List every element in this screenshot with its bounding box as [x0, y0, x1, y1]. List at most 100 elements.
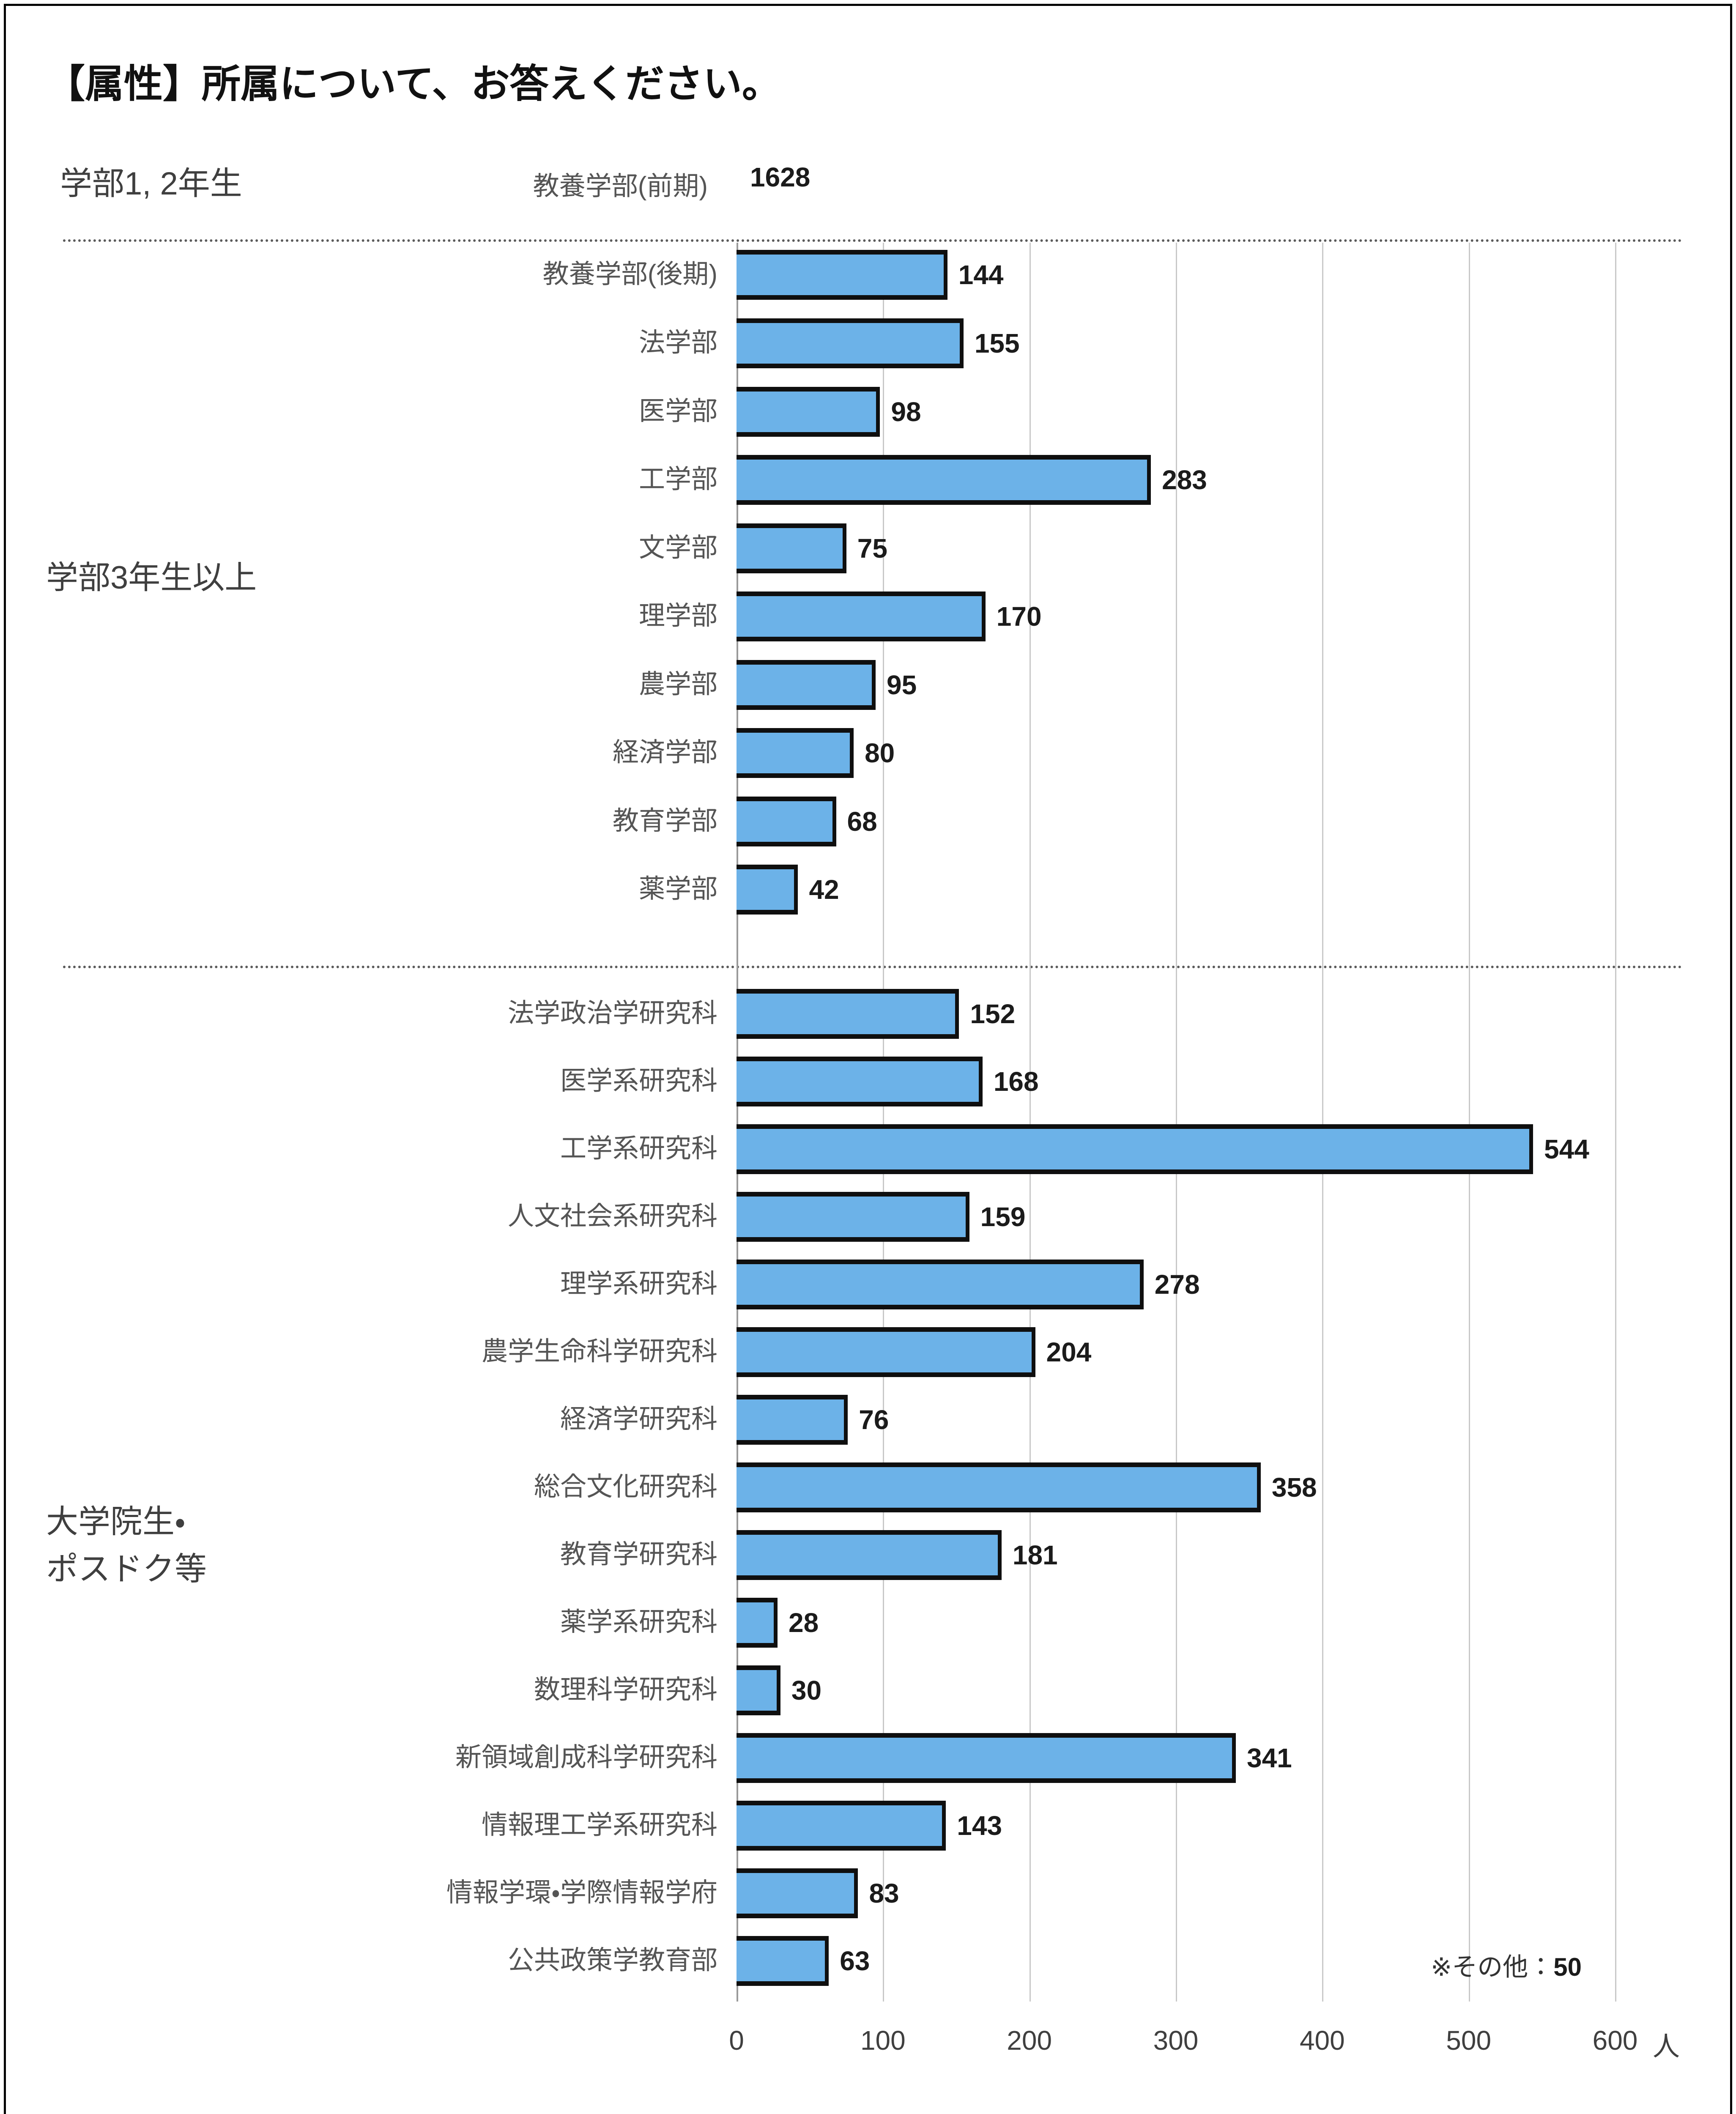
bar [737, 1395, 848, 1445]
bar-value-label: 98 [891, 397, 921, 427]
group-label-undergrad-1-2: 学部1, 2年生 [60, 166, 242, 202]
other-note: ※その他：50 [1431, 1947, 1582, 1983]
bar [737, 865, 798, 915]
bar [737, 455, 1151, 505]
bar [737, 387, 880, 437]
bar-value-label: 83 [869, 1878, 899, 1909]
x-tick-400: 400 [1299, 2025, 1345, 2056]
bar [737, 1327, 1035, 1377]
bar-value-label: 68 [847, 806, 877, 837]
bar [737, 797, 836, 846]
bar [737, 1868, 858, 1918]
bar-value-label: 204 [1046, 1337, 1092, 1367]
bar [737, 1733, 1236, 1783]
category-label: 医学部 [638, 397, 717, 426]
bar-value-label: 63 [840, 1946, 870, 1976]
bar-value-label: 95 [887, 670, 917, 700]
bar [737, 728, 854, 778]
x-tick-200: 200 [1007, 2025, 1052, 2056]
category-label: 工学系研究科 [560, 1134, 717, 1163]
bar-value-label: 30 [791, 1675, 822, 1706]
x-axis: 0 100 200 300 400 500 600 [6, 2025, 1730, 2071]
category-label: 公共政策学教育部 [507, 1946, 717, 1975]
category-label: 教養学部(後期) [542, 260, 717, 289]
category-label: 理学系研究科 [560, 1269, 717, 1298]
bar [737, 591, 986, 641]
chart-frame: 【属性】所属について、お答えください。 学部1, 2年生 教養学部(前期) 16… [4, 4, 1732, 2114]
x-tick-0: 0 [729, 2025, 744, 2056]
other-note-value: 50 [1553, 1953, 1582, 1981]
section-divider-bottom [63, 966, 1682, 968]
bar-value-label: 76 [859, 1405, 889, 1435]
category-label: 文学部 [638, 533, 717, 562]
bar-value-label: 143 [957, 1810, 1002, 1841]
x-tick-300: 300 [1153, 2025, 1199, 2056]
bar [737, 250, 947, 300]
other-note-prefix: ※その他： [1431, 1953, 1554, 1981]
category-label: 薬学部 [638, 874, 717, 904]
bar-value-label: 155 [974, 328, 1020, 359]
bar [737, 318, 964, 368]
bar-value-label: 28 [788, 1607, 819, 1638]
bar [737, 1462, 1261, 1512]
bar [737, 523, 846, 573]
page-title: 【属性】所属について、お答えください。 [46, 63, 781, 106]
category-label-liberal-arts-junior: 教養学部(前期) [533, 172, 708, 201]
bar [737, 989, 959, 1039]
section-divider-top [63, 239, 1682, 242]
category-label: 理学部 [638, 601, 717, 630]
bar-value-label: 152 [970, 999, 1016, 1029]
group-label-graduate-line1: 大学院生・ [46, 1504, 186, 1540]
gridline-300 [1176, 243, 1177, 2002]
group-label-graduate-line2: ポスドク等 [46, 1551, 207, 1587]
bar-value-label: 159 [980, 1202, 1026, 1232]
bar [737, 1124, 1533, 1174]
bar [737, 1260, 1144, 1309]
bar-value-label: 544 [1544, 1134, 1589, 1164]
category-label: 総合文化研究科 [534, 1472, 717, 1501]
group-label-undergrad-3-plus: 学部3年生以上 [46, 560, 257, 596]
gridline-600 [1615, 243, 1616, 2002]
bar [737, 1530, 1002, 1580]
gridline-0 [737, 243, 738, 2002]
x-tick-600: 600 [1592, 2025, 1638, 2056]
category-label: 工学部 [638, 465, 717, 494]
category-label: 医学系研究科 [560, 1066, 717, 1095]
x-tick-100: 100 [860, 2025, 906, 2056]
bar-value-label: 75 [857, 533, 887, 564]
category-label: 数理科学研究科 [534, 1675, 717, 1704]
bar-value-label: 181 [1012, 1540, 1058, 1570]
category-label: 薬学系研究科 [560, 1607, 717, 1637]
category-label: 経済学部 [612, 738, 717, 767]
bar-value-label: 341 [1246, 1743, 1292, 1773]
category-label: 農学生命科学研究科 [481, 1337, 717, 1366]
category-label: 新領域創成科学研究科 [455, 1743, 717, 1772]
category-label: 教育学研究科 [560, 1540, 717, 1569]
group-label-graduate: 大学院生・ ポスドク等 [46, 1498, 207, 1593]
bar-value-label: 168 [993, 1066, 1039, 1097]
category-label: 情報学環・学際情報学府 [446, 1878, 717, 1907]
category-label: 教育学部 [612, 806, 717, 835]
gridline-200 [1029, 243, 1031, 2002]
x-axis-unit: 人 [1653, 2031, 1680, 2062]
bar [737, 1598, 778, 1648]
gridline-400 [1322, 243, 1324, 2002]
bar-value-label: 170 [996, 601, 1042, 632]
category-label: 情報理工学系研究科 [481, 1810, 717, 1840]
x-tick-500: 500 [1446, 2025, 1492, 2056]
value-liberal-arts-junior: 1628 [750, 162, 810, 192]
plot-area [737, 243, 1616, 2002]
bar [737, 1665, 780, 1715]
bar [737, 1801, 946, 1851]
bar-value-label: 42 [809, 874, 839, 905]
bar-value-label: 278 [1154, 1269, 1200, 1300]
bar [737, 1057, 983, 1106]
gridline-100 [883, 243, 884, 2002]
category-label: 法学部 [638, 328, 717, 357]
bar [737, 1192, 969, 1242]
category-label: 経済学研究科 [560, 1405, 717, 1434]
gridline-500 [1468, 243, 1470, 2002]
category-label: 法学政治学研究科 [507, 999, 717, 1028]
bar-value-label: 283 [1162, 465, 1207, 495]
bar [737, 660, 876, 710]
